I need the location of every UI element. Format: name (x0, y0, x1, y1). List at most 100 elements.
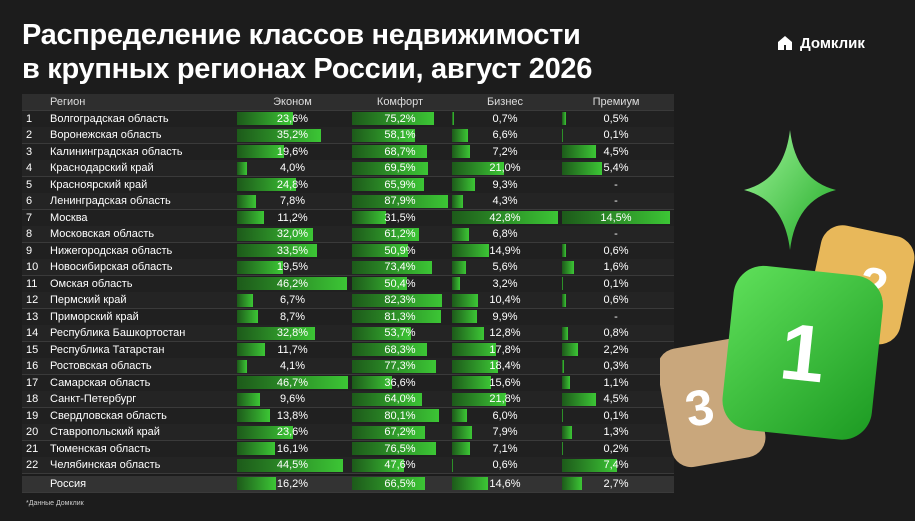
value-cell: 77,3% (384, 360, 416, 372)
table-row (22, 457, 674, 474)
value-cell: 82,3% (384, 294, 416, 306)
value-cell: 35,2% (276, 129, 309, 141)
value-cell: 4,5% (603, 393, 629, 405)
row-number: 19 (26, 409, 39, 422)
title: Распределение классов недвижимости в кру… (22, 18, 592, 86)
row-number: 11 (26, 277, 38, 290)
data-bar (352, 326, 411, 340)
value-cell: 21,8% (489, 393, 521, 405)
value-cell: 7,9% (492, 426, 518, 438)
value-cell: 0,7% (492, 112, 518, 125)
value-cell: 23,6% (276, 426, 309, 438)
data-bar (452, 244, 489, 257)
data-bar (452, 112, 454, 125)
region-cell: Красноярский край (50, 178, 148, 191)
data-bar (452, 409, 467, 422)
data-bar (352, 293, 442, 307)
value-cell: 2,2% (603, 343, 629, 356)
data-bar (237, 277, 347, 290)
decoration: 2 3 1 (660, 130, 915, 468)
value-cell: 6,8% (492, 228, 518, 240)
data-bar (237, 392, 260, 406)
table: Регион Эконом Комфорт Бизнес Премиум 1 Волгогр… (22, 94, 674, 493)
data-bar (237, 194, 256, 208)
value-cell: - (614, 228, 618, 240)
region-cell: Приморский край (50, 310, 139, 323)
value-cell: 32,8% (276, 327, 309, 339)
value-cell: 10,4% (489, 294, 521, 306)
data-bar (452, 343, 497, 356)
data-bar (452, 194, 463, 208)
data-bar (562, 128, 563, 142)
data-bar (562, 425, 572, 439)
value-cell: 14,6% (489, 477, 521, 490)
value-cell: 9,3% (492, 178, 518, 191)
data-bar (452, 277, 460, 290)
column-header: Регион (50, 96, 86, 108)
region-cell: Калининградская область (50, 145, 183, 158)
value-cell: 68,7% (384, 145, 416, 158)
value-cell: 53,7% (384, 327, 416, 339)
value-cell: 4,3% (492, 195, 518, 207)
column-header: Эконом (273, 96, 312, 108)
row-number: 17 (26, 376, 39, 389)
value-cell: 4,1% (279, 360, 306, 372)
data-bar (562, 458, 618, 472)
value-cell: 7,8% (279, 195, 306, 207)
value-cell: 13,8% (276, 409, 309, 422)
value-cell: 50,4% (384, 277, 416, 290)
column-header: Бизнес (486, 96, 524, 108)
row-number: 22 (26, 459, 39, 471)
data-bar (352, 376, 392, 389)
value-cell: 0,8% (603, 327, 629, 339)
data-bar (452, 477, 489, 490)
data-bar (452, 145, 470, 158)
value-cell: 11,2% (277, 211, 308, 224)
data-bar (352, 161, 428, 175)
value-cell: 32,0% (276, 228, 309, 240)
data-bar (452, 442, 470, 455)
value-cell: 50,9% (384, 244, 416, 257)
value-cell: - (614, 178, 618, 191)
row-number: 2 (26, 129, 33, 141)
value-cell: 8,7% (279, 310, 306, 323)
data-bar (237, 376, 348, 389)
data-bar (452, 293, 478, 307)
title-line: Распределение классов недвижимости (22, 19, 581, 51)
value-cell: 58,1% (384, 129, 416, 141)
table-row (22, 475, 674, 493)
data-bar (352, 310, 441, 323)
value-cell: 80,1% (384, 409, 416, 422)
value-cell: 61,2% (384, 228, 416, 240)
data-bar (237, 310, 258, 323)
data-bar (562, 376, 571, 389)
data-bar (352, 194, 448, 208)
row-number: 5 (26, 178, 33, 191)
data-bar (352, 477, 425, 490)
data-bar (562, 161, 603, 175)
value-cell: 0,1% (603, 129, 629, 141)
value-cell: 0,5% (603, 112, 629, 125)
data-bar (562, 343, 579, 356)
data-bar (352, 425, 426, 439)
logo-icon (778, 36, 792, 50)
row-number: 6 (26, 195, 33, 207)
value-cell: 3,2% (492, 277, 518, 290)
value-cell: 73,4% (384, 261, 416, 273)
value-cell: 23,6% (276, 112, 309, 125)
tile (722, 265, 883, 440)
value-cell: 6,6% (492, 129, 518, 141)
value-cell: 64,0% (384, 393, 416, 405)
row-number: 9 (26, 244, 33, 257)
data-bar (237, 178, 296, 191)
value-cell: 65,9% (384, 178, 416, 191)
star (744, 130, 836, 250)
row-number: 10 (26, 261, 39, 273)
data-bar (452, 128, 469, 142)
data-bar (352, 178, 424, 191)
data-bar (352, 145, 428, 158)
value-cell: 46,7% (276, 376, 309, 389)
region-cell: Омская область (50, 277, 133, 290)
data-bar (562, 326, 568, 340)
data-bar (237, 211, 264, 224)
